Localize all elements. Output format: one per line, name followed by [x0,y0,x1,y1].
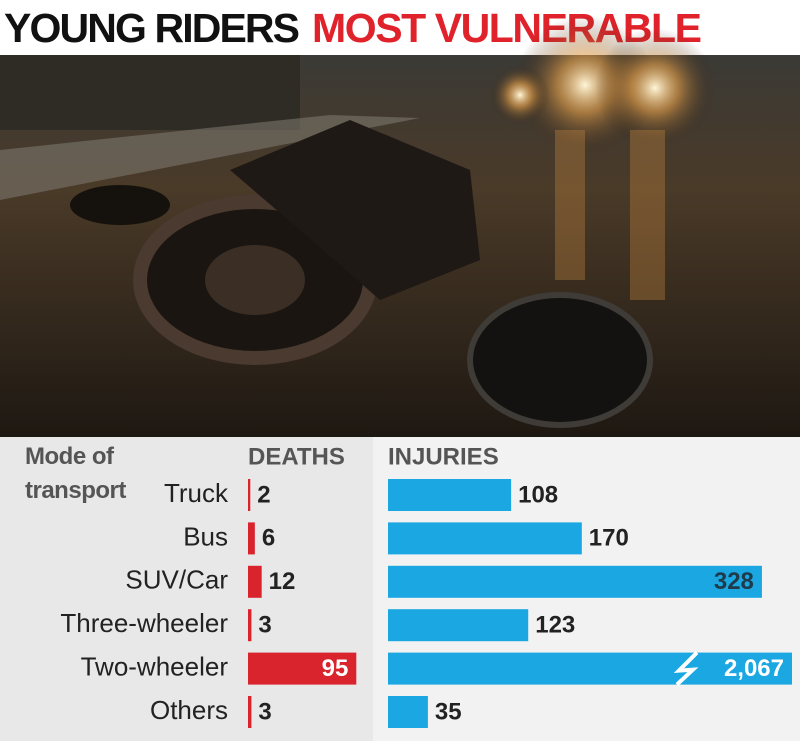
series-header: INJURIES [388,443,499,470]
value-label: 2,067 [724,655,784,682]
value-label: 3 [258,698,271,725]
bar [248,522,255,555]
value-label: 123 [535,612,575,639]
deaths-panel [0,437,373,741]
bar [248,609,252,642]
category-header: Mode of transport [25,443,126,504]
category-label: Bus [183,521,228,551]
category-label: Others [150,695,228,725]
value-label: 170 [589,525,629,552]
category-label: Truck [164,478,229,508]
value-label: 108 [518,481,558,508]
value-label: 12 [269,568,296,595]
bar [248,479,251,511]
photo [0,15,800,437]
axis-break [673,651,699,687]
bar [388,522,582,555]
bar [388,479,512,511]
bar [248,565,262,598]
value-label: 95 [322,655,349,682]
category-label: SUV/Car [125,565,228,595]
value-label: 328 [714,568,754,595]
value-label: 35 [435,698,462,725]
title: YOUNG RIDERS [4,5,300,51]
category-label: Three-wheeler [60,608,228,638]
bar [388,652,792,685]
bar [388,609,529,642]
series-header: DEATHS [248,443,345,470]
category-label: Two-wheeler [81,651,229,681]
bar [248,696,252,728]
value-label: 2 [257,481,270,508]
bar [388,696,428,728]
bar [248,652,357,685]
value-label: 6 [262,525,275,552]
value-label: 3 [258,612,271,639]
bar [388,565,762,598]
